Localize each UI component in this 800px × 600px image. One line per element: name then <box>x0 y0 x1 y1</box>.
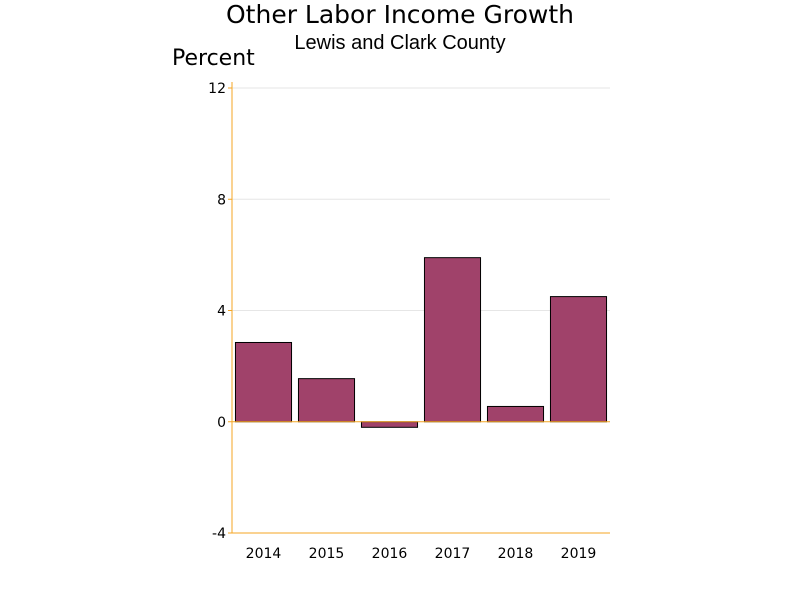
bar-2018 <box>486 405 545 423</box>
x-tick-label: 2014 <box>246 546 282 562</box>
x-tick-label: 2015 <box>309 546 345 562</box>
chart-subtitle: Lewis and Clark County <box>294 32 506 54</box>
y-tick-label: 8 <box>217 192 226 208</box>
x-tick-label: 2019 <box>561 546 597 562</box>
y-axis-label: Percent <box>172 46 255 71</box>
y-tick-label: -4 <box>212 526 226 542</box>
y-tick-label: 12 <box>208 81 226 97</box>
bars <box>234 257 608 428</box>
y-ticks: -4 0 4 8 12 <box>208 81 232 542</box>
x-tick-label: 2018 <box>498 546 534 562</box>
axes <box>231 82 610 534</box>
x-ticks: 2014 2015 2016 2017 2018 2019 <box>246 546 597 562</box>
bar-2019 <box>549 296 608 423</box>
y-tick-label: 4 <box>217 304 226 320</box>
bar-2014 <box>234 341 293 423</box>
y-tick-label: 0 <box>217 415 226 431</box>
bar-2015 <box>297 378 356 423</box>
chart-title: Other Labor Income Growth <box>226 0 574 29</box>
gridlines <box>232 87 610 311</box>
x-tick-label: 2017 <box>435 546 471 562</box>
x-tick-label: 2016 <box>372 546 408 562</box>
bar-2017 <box>423 257 482 423</box>
bar-2016 <box>360 421 419 428</box>
